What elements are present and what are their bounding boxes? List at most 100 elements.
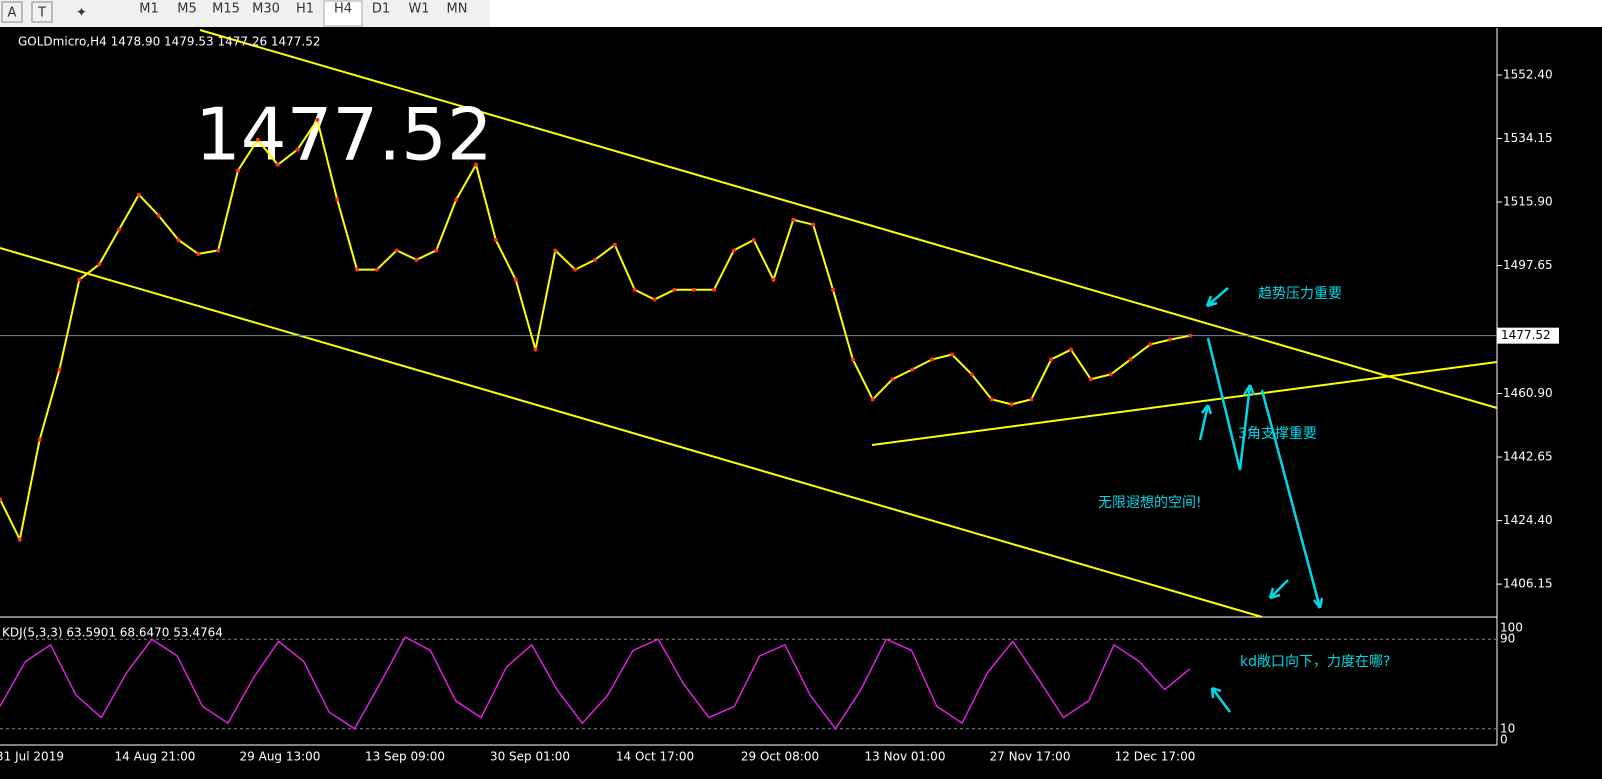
- timeframe-button[interactable]: W1: [408, 2, 429, 17]
- price-point: [791, 217, 796, 222]
- price-point: [712, 287, 716, 292]
- price-point: [136, 192, 141, 197]
- price-point: [355, 267, 359, 272]
- timeframe-button[interactable]: M15: [212, 2, 240, 17]
- price-point: [374, 267, 379, 272]
- x-tick-label: 27 Nov 17:00: [990, 750, 1071, 764]
- trend-lines: [0, 29, 1498, 618]
- timeframe-button[interactable]: MN: [447, 2, 468, 17]
- price-point: [612, 242, 617, 247]
- price-point: [1009, 402, 1014, 407]
- price-point: [275, 162, 280, 167]
- arrow: [1260, 389, 1324, 609]
- x-tick-label: 29 Oct 08:00: [741, 750, 819, 764]
- timeframe-button[interactable]: M30: [252, 2, 280, 17]
- price-point: [950, 352, 954, 357]
- price-point: [216, 248, 221, 253]
- price-point: [692, 287, 697, 292]
- active-timeframe: [323, 0, 363, 27]
- kdj-tick-label: 90: [1500, 632, 1515, 646]
- price-point: [1148, 342, 1153, 347]
- timeframe-button[interactable]: D1: [372, 2, 390, 17]
- tool-button[interactable]: [31, 1, 53, 23]
- timeframe-button[interactable]: H1: [296, 2, 314, 17]
- price-point: [672, 287, 677, 292]
- price-point: [394, 248, 399, 253]
- x-tick-label: 13 Nov 01:00: [865, 750, 946, 764]
- kdj-tick-label: 0: [1500, 733, 1508, 747]
- annotation: 3角支撑重要: [1238, 426, 1317, 442]
- arrow: [1268, 579, 1289, 600]
- price-point: [1088, 377, 1093, 382]
- x-tick-label: 14 Oct 17:00: [616, 750, 694, 764]
- price-point: [454, 197, 459, 202]
- price-point: [731, 248, 736, 253]
- price-point: [1168, 337, 1173, 342]
- timeframe-button[interactable]: H4: [334, 2, 352, 17]
- price-point: [850, 357, 855, 362]
- price-point: [593, 257, 597, 262]
- price-point: [17, 537, 22, 542]
- price-point: [969, 372, 974, 377]
- x-tick-label: 29 Aug 13:00: [240, 750, 321, 764]
- price-point: [1049, 357, 1054, 362]
- price-point: [176, 237, 181, 242]
- price-point: [751, 237, 756, 242]
- timeframe-button[interactable]: M5: [177, 2, 197, 17]
- price-point: [434, 248, 439, 253]
- price-point: [910, 367, 915, 372]
- annotation: 无限遐想的空间!: [1098, 495, 1202, 511]
- y-tick-label: 1534.15: [1503, 131, 1553, 145]
- price-point: [1188, 333, 1192, 338]
- price-point: [573, 267, 578, 272]
- annotation: kd敞口向下，力度在哪?: [1240, 654, 1390, 670]
- y-tick-label: 1442.65: [1503, 450, 1553, 464]
- y-tick-label: 1460.90: [1503, 386, 1553, 400]
- arrow: [1205, 287, 1229, 308]
- big-price: 1477.52: [195, 93, 493, 177]
- price-point: [1108, 372, 1113, 377]
- price-point: [1128, 357, 1133, 362]
- price-point: [989, 397, 994, 402]
- price-point: [196, 251, 201, 256]
- price-point: [930, 357, 935, 362]
- price-point: [97, 262, 102, 267]
- arrow: [1198, 404, 1213, 441]
- current-price-label: 1477.52: [1501, 328, 1551, 342]
- price-point: [236, 168, 240, 173]
- arrows: [1198, 287, 1324, 713]
- toolbar-blank: [490, 0, 1602, 27]
- price-point: [831, 287, 835, 292]
- tool-icon: ✦: [76, 6, 87, 21]
- arrow: [1206, 337, 1256, 471]
- price-point: [156, 213, 161, 218]
- tool-label: A: [8, 6, 17, 21]
- price-point: [255, 137, 260, 142]
- price-point: [1069, 347, 1073, 352]
- price-point: [553, 248, 558, 253]
- price-point: [57, 367, 62, 372]
- triangle-support: [871, 361, 1498, 446]
- x-tick-label: 31 Jul 2019: [0, 750, 64, 764]
- price-point: [533, 347, 538, 352]
- price-point: [77, 277, 82, 282]
- price-point: [0, 497, 2, 502]
- price-point: [890, 377, 895, 382]
- price-point: [295, 147, 300, 152]
- tool-button[interactable]: [1, 1, 23, 23]
- y-tick-label: 1497.65: [1503, 258, 1553, 272]
- current-price-box: [1497, 327, 1559, 344]
- kdj-tick-label: 100: [1500, 621, 1523, 635]
- kdj-header: KDJ(5,3,3) 63.5901 68.6470 53.4764: [2, 626, 223, 640]
- price-point: [513, 277, 518, 282]
- lower-channel: [0, 247, 1263, 618]
- annotation: 趋势压力重要: [1258, 286, 1342, 302]
- kdj-tick-label: 10: [1500, 721, 1515, 735]
- tool-label: T: [37, 6, 46, 21]
- x-tick-label: 30 Sep 01:00: [490, 750, 570, 764]
- y-tick-label: 1552.40: [1503, 67, 1553, 81]
- timeframe-button[interactable]: M1: [139, 2, 159, 17]
- price-point: [652, 297, 657, 302]
